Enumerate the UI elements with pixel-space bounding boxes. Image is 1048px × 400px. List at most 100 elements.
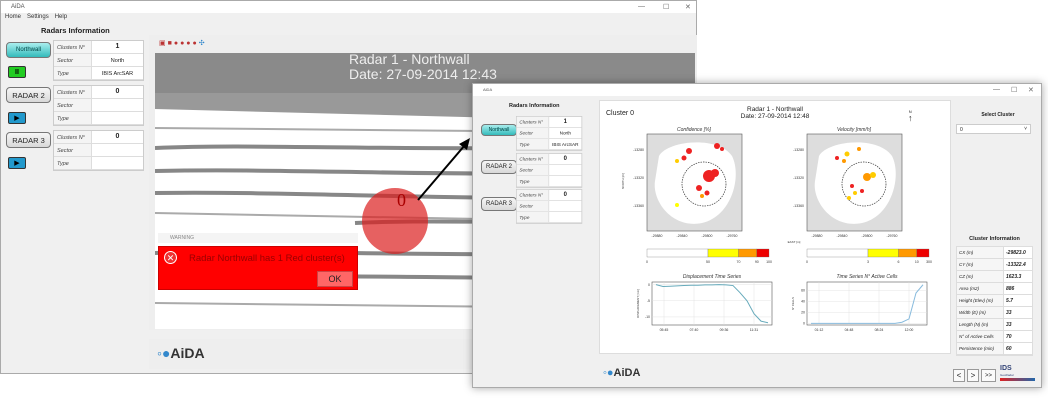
y-tick: 20 (801, 311, 805, 315)
detail-window: AiDA — ☐ ✕ Radars Information Northwall … (472, 83, 1042, 388)
info-key: CZ (m) (957, 271, 1004, 282)
data-point (863, 173, 871, 181)
cluster-info-row: CX (m) -29823.0 (957, 247, 1032, 259)
info-key: Height (Elev) (m) (957, 295, 1004, 306)
colorbar-tick: 90 (755, 260, 759, 264)
label: Type (54, 157, 92, 169)
view-title-block: Radar 1 - Northwall Date: 27-09-2014 12:… (349, 52, 497, 82)
cluster-info-row: CY (m) -13322.4 (957, 259, 1032, 271)
menu-settings[interactable]: Settings (27, 14, 49, 20)
select-cluster-dropdown[interactable]: 0 ˅ (956, 124, 1031, 134)
x-tick: 05:45 (660, 328, 669, 332)
data-point (847, 196, 851, 200)
info-key: N° of Active Cells (957, 331, 1004, 342)
x-tick: 09:36 (720, 328, 729, 332)
clusters-count: 1 (563, 118, 567, 125)
radar-3-button[interactable]: RADAR 3 (481, 197, 517, 211)
cluster-detail-panel: Cluster 0 Radar 1 - Northwall Date: 27-0… (599, 100, 951, 354)
sector-value (549, 201, 581, 211)
info-value: 60 (1006, 346, 1012, 352)
ok-button[interactable]: OK (317, 271, 353, 287)
info-value: 5.7 (1006, 298, 1013, 304)
play-button[interactable]: ▶ (8, 112, 26, 124)
chart-title: Time Series N° Active Cells (837, 274, 898, 280)
label: Sector (54, 144, 92, 156)
cluster-info-row: Persistence (min) 60 (957, 343, 1032, 355)
info-value: 886 (1006, 286, 1015, 292)
y-tick: -5 (647, 299, 650, 303)
cluster-info-row: N° of Active Cells 70 (957, 331, 1032, 343)
x-tick: -29880 (812, 234, 823, 238)
menu-home[interactable]: Home (5, 14, 22, 20)
colorbar-tick: 0 (646, 260, 648, 264)
y-tick: -13280 (793, 148, 804, 152)
type-value: IBIS ArcSAR (101, 71, 134, 77)
data-point (835, 156, 839, 160)
radar-2-button[interactable]: RADAR 2 (6, 87, 51, 103)
info-value: 1623.3 (1006, 274, 1022, 280)
data-point (842, 159, 846, 163)
info-key: Width (E) (m) (957, 307, 1004, 318)
last-button[interactable]: >> (981, 369, 996, 382)
y-tick: -13320 (633, 176, 644, 180)
title-bar: AiDA — ☐ ✕ (1, 1, 696, 13)
series-line (655, 284, 769, 324)
y-axis-label: N° CELLS (791, 297, 795, 310)
x-tick: 08:24 (875, 328, 884, 332)
selected-cluster: 0 (960, 127, 963, 133)
detail-title-block: Radar 1 - Northwall Date: 27-09-2014 12:… (720, 106, 830, 120)
menu-help[interactable]: Help (54, 14, 68, 20)
y-tick: -13320 (793, 176, 804, 180)
colorbar-segment (707, 248, 739, 258)
x-axis-label: EAST [m] (788, 240, 801, 244)
play-button[interactable]: ▶ (8, 157, 26, 169)
label: Clusters N° (54, 41, 92, 53)
y-tick: -13280 (633, 148, 644, 152)
info-value: -29823.0 (1006, 250, 1026, 256)
colorbar-tick: 6 (898, 260, 900, 264)
warning-dialog: ✕ Radar Northwall has 1 Red cluster(s) O… (158, 246, 358, 290)
colorbar-segment (916, 248, 930, 258)
next-button[interactable]: > (967, 369, 979, 382)
x-tick: -29880 (652, 234, 663, 238)
clusters-count: 0 (115, 88, 120, 95)
radar-1-table: Clusters N° 1 Sector North Type IBIS ArcSAR (53, 40, 144, 81)
warning-title: WARNING (170, 235, 194, 241)
data-point (700, 194, 704, 198)
maximize-button[interactable]: ☐ (1011, 87, 1018, 94)
maximize-button[interactable]: ☐ (663, 4, 670, 11)
detail-title: Radar 1 - Northwall (747, 106, 803, 113)
label: Clusters N° (54, 131, 92, 143)
x-tick: 11:31 (750, 328, 759, 332)
map-title: Confidence [%] (677, 127, 712, 133)
pause-button[interactable]: II (8, 66, 26, 78)
radar-2-table: Clusters N° 0 Sector Type (53, 85, 144, 126)
view-toolbar[interactable]: ▣■●●●●✣ (159, 40, 207, 47)
minimize-button[interactable]: — (638, 3, 645, 10)
radar-coverage (654, 142, 736, 224)
radar-3-button[interactable]: RADAR 3 (6, 132, 51, 148)
warning-title-bar: WARNING (158, 233, 358, 243)
prev-button[interactable]: < (953, 369, 965, 382)
close-button[interactable]: ✕ (1028, 87, 1034, 94)
info-value: 33 (1006, 310, 1012, 316)
window-title: AiDA (483, 87, 493, 92)
cluster-marker[interactable]: 0 (362, 188, 428, 254)
type-value (92, 157, 143, 169)
data-point (853, 191, 857, 195)
info-key: Persistence (min) (957, 343, 1004, 354)
sector-value: North (559, 131, 572, 137)
window-title: AiDA (11, 4, 25, 10)
cluster-marker-label: 0 (397, 190, 406, 210)
radar-1-button[interactable]: Northwall (6, 42, 51, 58)
data-point (720, 147, 724, 151)
close-button[interactable]: ✕ (685, 4, 691, 11)
cluster-info-row: Height (Elev) (m) 5.7 (957, 295, 1032, 307)
colorbar-tick: 300 (926, 260, 932, 264)
label: Sector (516, 164, 550, 176)
radar-1-button[interactable]: Northwall (481, 124, 517, 136)
cluster-info-row: Width (E) (m) 33 (957, 307, 1032, 319)
x-tick: -29840 (837, 234, 848, 238)
minimize-button[interactable]: — (993, 86, 1000, 93)
radar-2-button[interactable]: RADAR 2 (481, 160, 517, 174)
